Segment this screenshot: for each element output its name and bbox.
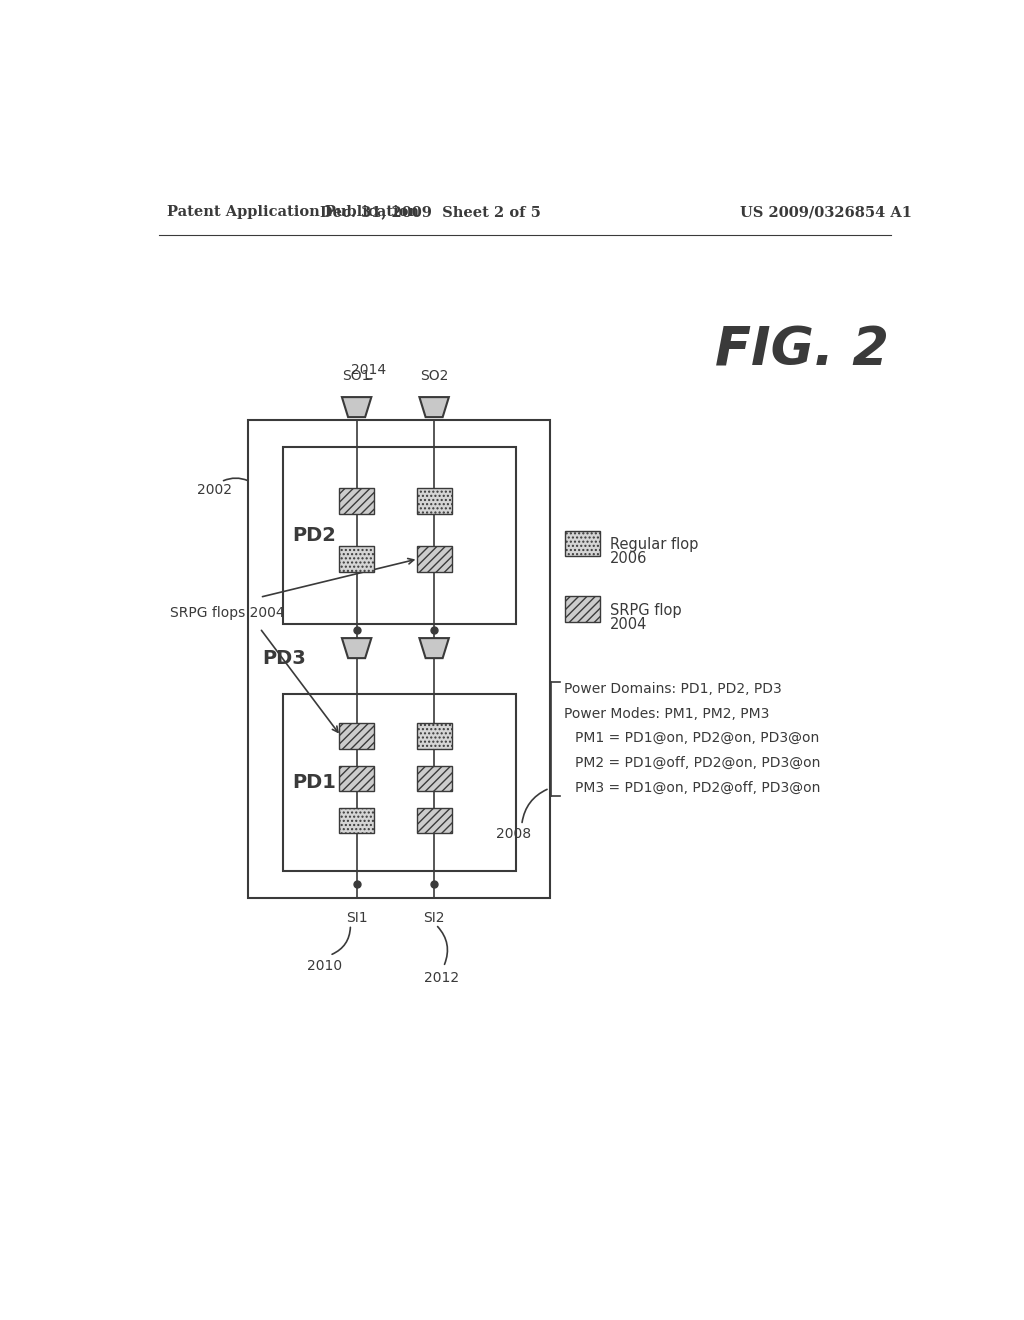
Bar bbox=[283, 447, 515, 624]
Bar bbox=[417, 488, 452, 513]
Text: FIG. 2: FIG. 2 bbox=[715, 325, 889, 378]
Text: PD3: PD3 bbox=[262, 649, 306, 668]
Bar bbox=[283, 693, 515, 871]
Bar bbox=[417, 808, 452, 833]
Text: PM1 = PD1@on, PD2@on, PD3@on: PM1 = PD1@on, PD2@on, PD3@on bbox=[575, 731, 819, 746]
Text: SO2: SO2 bbox=[420, 370, 449, 383]
Text: 2008: 2008 bbox=[497, 826, 531, 841]
Text: Power Domains: PD1, PD2, PD3: Power Domains: PD1, PD2, PD3 bbox=[564, 682, 782, 696]
Bar bbox=[417, 766, 452, 791]
Text: SI1: SI1 bbox=[346, 911, 368, 925]
Polygon shape bbox=[420, 397, 449, 417]
Text: 2010: 2010 bbox=[306, 960, 342, 973]
Bar bbox=[339, 488, 374, 513]
Text: Power Modes: PM1, PM2, PM3: Power Modes: PM1, PM2, PM3 bbox=[564, 706, 770, 721]
Text: PD2: PD2 bbox=[292, 527, 336, 545]
Bar bbox=[339, 723, 374, 748]
Text: PD1: PD1 bbox=[292, 772, 336, 792]
Text: US 2009/0326854 A1: US 2009/0326854 A1 bbox=[740, 206, 912, 219]
Text: 2012: 2012 bbox=[424, 970, 460, 985]
Bar bbox=[565, 531, 600, 556]
Text: 2004: 2004 bbox=[609, 616, 647, 631]
Bar bbox=[339, 546, 374, 572]
Text: SRPG flops 2004: SRPG flops 2004 bbox=[170, 606, 285, 619]
Polygon shape bbox=[420, 638, 449, 659]
Polygon shape bbox=[342, 638, 372, 659]
Text: Patent Application Publication: Patent Application Publication bbox=[167, 206, 419, 219]
Bar bbox=[417, 723, 452, 748]
Polygon shape bbox=[342, 397, 372, 417]
Text: PM2 = PD1@off, PD2@on, PD3@on: PM2 = PD1@off, PD2@on, PD3@on bbox=[575, 756, 820, 770]
Text: SO1: SO1 bbox=[342, 370, 371, 383]
Bar bbox=[339, 766, 374, 791]
Text: PM3 = PD1@on, PD2@off, PD3@on: PM3 = PD1@on, PD2@off, PD3@on bbox=[575, 780, 820, 795]
Bar bbox=[339, 808, 374, 833]
Text: SI2: SI2 bbox=[423, 911, 444, 925]
Text: 2006: 2006 bbox=[609, 552, 647, 566]
Text: SRPG flop: SRPG flop bbox=[609, 603, 681, 618]
Bar bbox=[248, 420, 550, 898]
Text: 2002: 2002 bbox=[198, 483, 232, 496]
Bar bbox=[565, 597, 600, 622]
Text: Regular flop: Regular flop bbox=[609, 537, 698, 552]
Text: 2014: 2014 bbox=[350, 363, 386, 378]
Text: Dec. 31, 2009  Sheet 2 of 5: Dec. 31, 2009 Sheet 2 of 5 bbox=[319, 206, 541, 219]
Bar bbox=[417, 546, 452, 572]
